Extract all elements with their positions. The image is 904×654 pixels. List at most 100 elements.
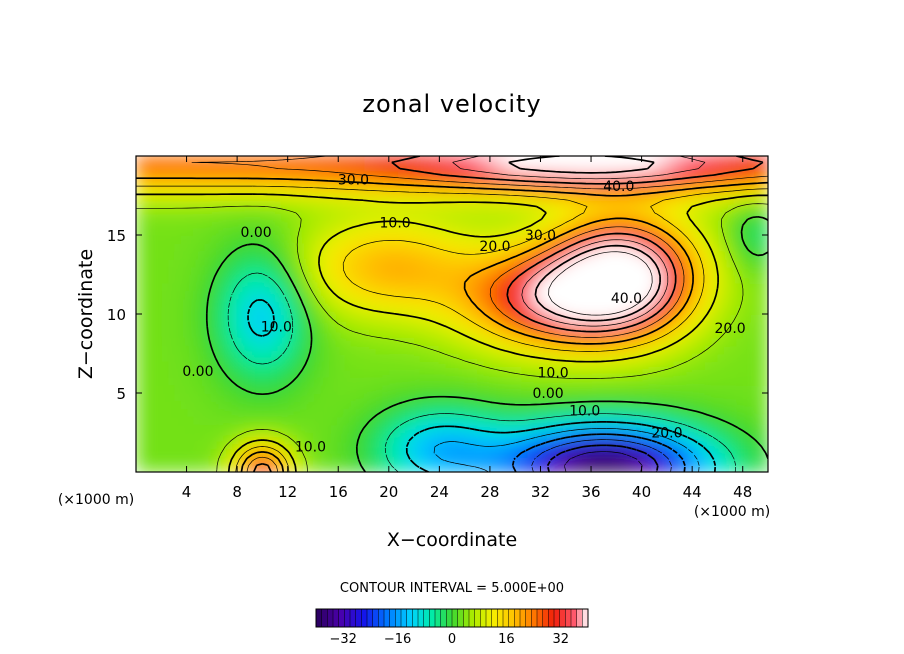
field-cell: [452, 195, 459, 204]
field-cell: [603, 353, 611, 362]
field-cell: [395, 306, 403, 315]
field-cell: [565, 282, 573, 291]
field-cell: [584, 290, 592, 299]
field-cell: [673, 377, 681, 386]
field-cell: [357, 282, 365, 291]
field-cell: [319, 258, 327, 268]
field-cell: [382, 377, 390, 386]
field-cell: [559, 203, 567, 212]
field-cell: [401, 235, 409, 244]
contour-label: 30.0: [525, 228, 556, 244]
field-cell: [717, 219, 725, 228]
field-cell: [173, 464, 181, 472]
field-cell: [192, 274, 200, 283]
field-cell: [679, 171, 687, 181]
field-cell: [553, 227, 561, 236]
field-cell: [268, 416, 276, 426]
field-cell: [527, 424, 535, 434]
field-cell: [477, 385, 485, 394]
field-cell: [186, 235, 194, 244]
field-cell: [534, 219, 542, 228]
field-cell: [319, 179, 327, 189]
field-cell: [439, 369, 447, 378]
field-cell: [508, 250, 516, 260]
field-cell: [540, 314, 548, 323]
field-cell: [452, 400, 459, 410]
field-cell: [180, 448, 188, 457]
field-cell: [591, 298, 598, 307]
field-cell: [338, 337, 346, 347]
field-cell: [540, 361, 548, 370]
field-cell: [483, 306, 491, 315]
field-cell: [711, 250, 719, 260]
contour-line: [452, 156, 706, 327]
field-cell: [312, 464, 320, 472]
field-cell: [559, 416, 567, 426]
field-cell: [445, 282, 453, 291]
field-cell: [414, 440, 421, 449]
field-cell: [218, 195, 226, 204]
field-cell: [338, 163, 346, 173]
field-cell: [527, 258, 535, 268]
field-cell: [647, 179, 655, 189]
field-cell: [338, 416, 346, 426]
field-cell: [704, 416, 712, 426]
field-cell: [287, 456, 295, 465]
field-cell: [426, 250, 434, 260]
field-cell: [281, 242, 289, 252]
field-cell: [584, 345, 592, 355]
field-cell: [628, 227, 636, 236]
colorbar-tick-label: 32: [553, 632, 570, 647]
field-cell: [211, 306, 219, 315]
field-cell: [154, 456, 162, 465]
field-cell: [262, 385, 270, 394]
field-cell: [420, 203, 428, 212]
field-cell: [161, 464, 169, 472]
field-cell: [294, 298, 301, 307]
field-cell: [730, 266, 737, 276]
field-cell: [281, 227, 289, 236]
field-cell: [597, 227, 605, 236]
field-cell: [237, 361, 245, 370]
field-cell: [578, 211, 586, 220]
field-cell: [692, 440, 700, 449]
field-cell: [698, 361, 706, 370]
field-cell: [218, 187, 226, 197]
field-cell: [755, 235, 763, 244]
field-cell: [477, 416, 485, 426]
field-cell: [357, 456, 365, 465]
field-cell: [660, 393, 668, 402]
field-cell: [445, 163, 453, 173]
field-cell: [622, 361, 630, 370]
field-cell: [154, 408, 162, 418]
field-cell: [350, 250, 358, 260]
field-cell: [635, 345, 643, 355]
field-cell: [344, 171, 352, 181]
field-cell: [306, 314, 314, 323]
field-cell: [230, 290, 238, 299]
field-cell: [237, 250, 245, 260]
field-cell: [628, 385, 636, 394]
field-cell: [230, 211, 238, 220]
field-cell: [161, 385, 169, 394]
field-cell: [458, 211, 466, 220]
field-cell: [736, 377, 744, 386]
field-cell: [540, 242, 548, 252]
field-cell: [319, 290, 327, 299]
field-cell: [350, 163, 358, 173]
field-cell: [262, 290, 270, 299]
field-cell: [628, 345, 636, 355]
field-cell: [666, 171, 674, 181]
field-cell: [761, 440, 768, 449]
field-cell: [749, 337, 756, 347]
colorbar-cell: [537, 609, 543, 627]
field-cell: [357, 321, 365, 331]
field-cell: [281, 258, 289, 268]
field-cell: [275, 163, 282, 173]
field-cell: [483, 227, 491, 236]
field-cell: [603, 163, 611, 173]
field-cell: [344, 314, 352, 323]
field-cell: [666, 258, 674, 268]
field-cell: [306, 353, 314, 362]
field-cell: [452, 290, 459, 299]
